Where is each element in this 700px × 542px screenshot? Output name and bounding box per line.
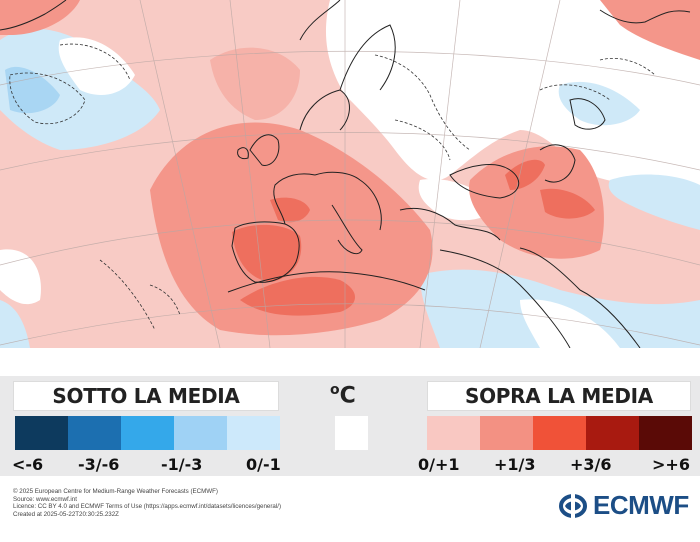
neutral-region-west — [0, 249, 41, 305]
above-label-1: 0/+1 — [418, 455, 460, 474]
ecmwf-logo: ECMWF — [556, 490, 689, 521]
logo-text: ECMWF — [593, 490, 689, 520]
swatch-below-3 — [121, 416, 174, 450]
above-average-title: SOPRA LA MEDIA — [427, 381, 691, 411]
warm-region-north-atlantic — [210, 47, 300, 120]
swatch-above-2 — [480, 416, 533, 450]
hot-region-black-sea — [505, 159, 545, 190]
warm-region-east-med — [469, 146, 604, 259]
coastlines — [0, 0, 691, 348]
below-label-3: -1/-3 — [161, 455, 203, 474]
swatch-below-5 — [227, 416, 280, 450]
swatch-below-2 — [68, 416, 121, 450]
hot-region-france — [270, 197, 310, 223]
neutral-swatch — [335, 416, 368, 450]
below-label-1: <-6 — [12, 455, 44, 474]
anomaly-contours — [9, 43, 656, 331]
swatch-above-1 — [427, 416, 480, 450]
graticule — [0, 0, 700, 348]
cool-region-northwest-deep — [5, 66, 60, 114]
neutral-region-southeast — [520, 299, 620, 348]
swatch-below-4 — [174, 416, 227, 450]
warm-region-atlantic — [150, 122, 433, 336]
above-label-4: >+6 — [652, 455, 690, 474]
ecmwf-swirl-icon — [559, 492, 588, 519]
credits-block: © 2025 European Centre for Medium-Range … — [13, 488, 281, 518]
neutral-region-northeast — [325, 0, 700, 200]
below-average-title: SOTTO LA MEDIA — [13, 381, 279, 411]
credit-line-source: Source: www.ecmwf.int — [13, 495, 77, 503]
cool-region-southwest — [0, 300, 30, 348]
temperature-anomaly-map — [0, 0, 700, 348]
below-label-2: -3/-6 — [78, 455, 120, 474]
swatch-above-4 — [586, 416, 639, 450]
credit-line-copyright: © 2025 European Centre for Medium-Range … — [13, 488, 218, 495]
swatch-above-5 — [639, 416, 692, 450]
above-label-2: +1/3 — [494, 455, 536, 474]
credit-line-licence: Licence: CC BY 4.0 and ECMWF Terms of Us… — [13, 503, 282, 511]
swatch-below-1 — [15, 416, 68, 450]
above-label-3: +3/6 — [570, 455, 612, 474]
hot-region-east-coast — [540, 188, 595, 219]
neutral-region-northwest — [58, 37, 135, 95]
unit-label: oC — [330, 382, 356, 409]
cool-region-far-east — [608, 174, 700, 230]
swatch-above-3 — [533, 416, 586, 450]
below-label-4: 0/-1 — [246, 455, 281, 474]
cool-region-east — [558, 81, 640, 126]
warm-region-northeast-corner — [600, 0, 700, 60]
warm-region-greenland — [0, 0, 80, 35]
unit-text: C — [339, 383, 356, 409]
hot-region-iberia — [232, 224, 302, 282]
credit-line-created: Created at 2025-05-22T20:30:25.232Z — [13, 510, 119, 518]
